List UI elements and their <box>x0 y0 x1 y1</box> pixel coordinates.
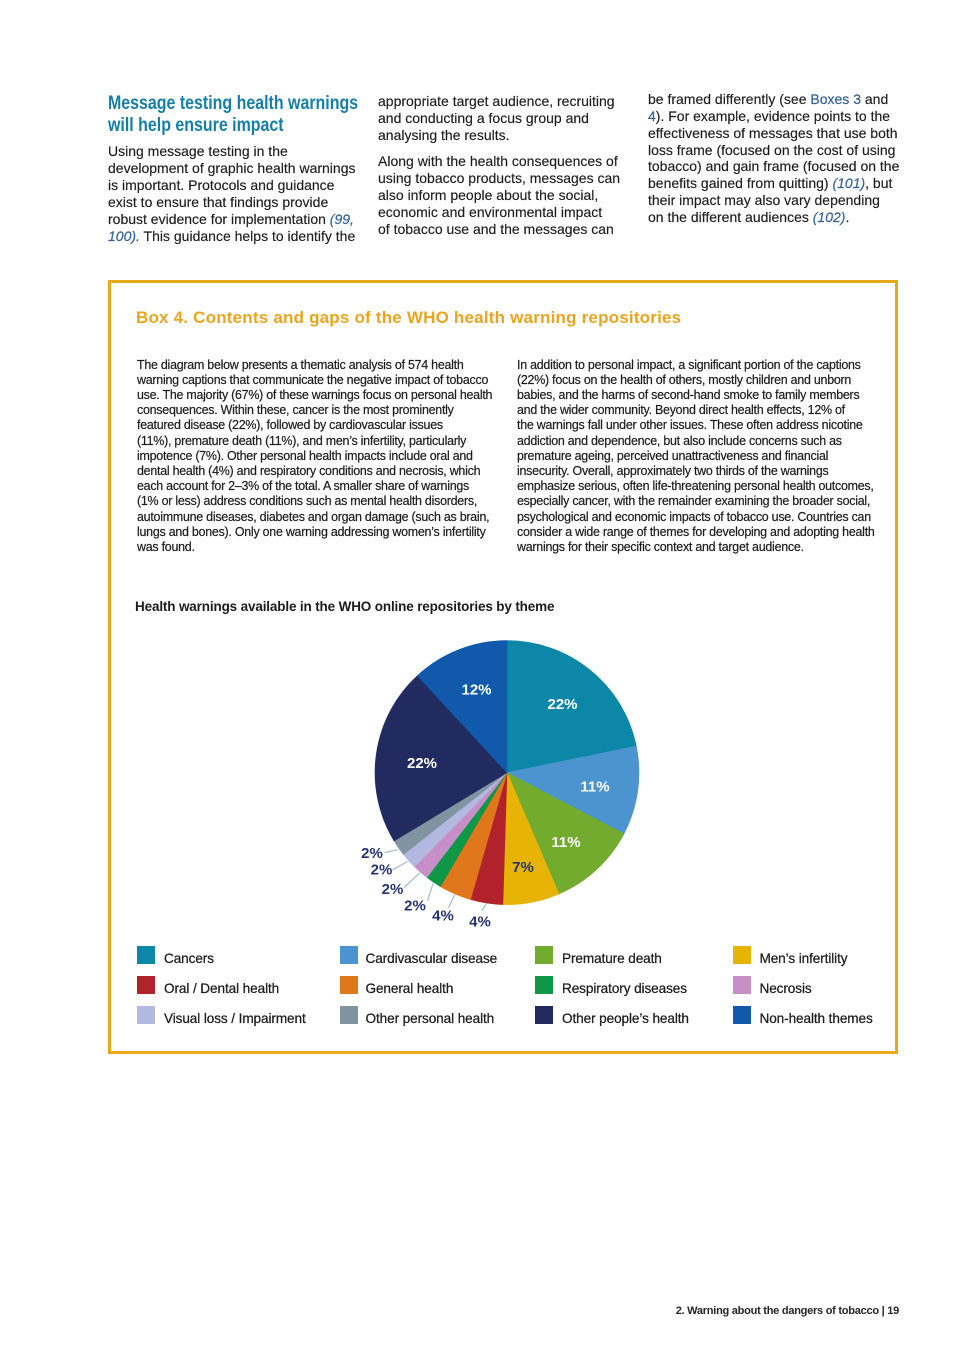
svg-text:2%: 2% <box>382 881 404 898</box>
svg-text:2%: 2% <box>371 862 393 879</box>
svg-text:2%: 2% <box>404 898 426 915</box>
svg-text:12%: 12% <box>461 682 491 699</box>
svg-text:22%: 22% <box>407 755 437 772</box>
svg-text:11%: 11% <box>580 779 609 796</box>
svg-text:22%: 22% <box>547 696 577 713</box>
svg-text:11%: 11% <box>551 834 580 851</box>
svg-text:4%: 4% <box>469 914 491 931</box>
svg-text:2%: 2% <box>361 845 383 862</box>
svg-text:4%: 4% <box>432 908 454 925</box>
svg-text:7%: 7% <box>512 859 534 876</box>
